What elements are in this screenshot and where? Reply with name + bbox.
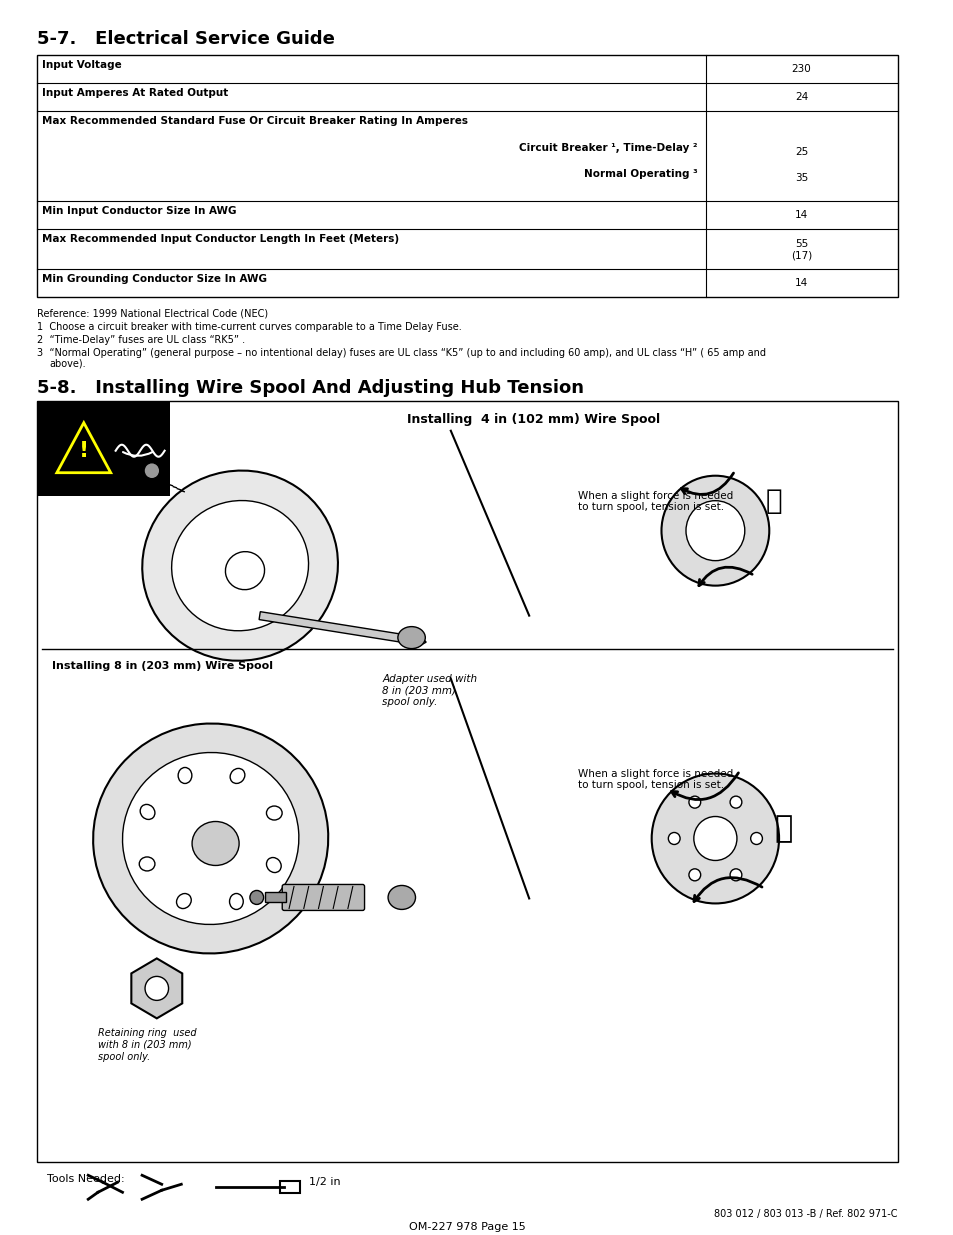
Circle shape <box>651 773 779 904</box>
Ellipse shape <box>176 894 191 909</box>
Text: ✋: ✋ <box>774 814 792 844</box>
Text: 35: 35 <box>794 173 807 183</box>
Ellipse shape <box>142 471 337 661</box>
Text: Min Input Conductor Size In AWG: Min Input Conductor Size In AWG <box>42 206 236 216</box>
Text: OM-227 978 Page 15: OM-227 978 Page 15 <box>409 1223 525 1233</box>
Text: 5-7.   Electrical Service Guide: 5-7. Electrical Service Guide <box>37 30 335 48</box>
Ellipse shape <box>225 552 264 589</box>
Ellipse shape <box>230 893 243 909</box>
Ellipse shape <box>139 857 154 871</box>
Text: Min Grounding Conductor Size In AWG: Min Grounding Conductor Size In AWG <box>42 274 267 284</box>
Circle shape <box>668 832 679 845</box>
Text: Input Amperes At Rated Output: Input Amperes At Rated Output <box>42 88 228 98</box>
Text: Circuit Breaker ¹, Time-Delay ²: Circuit Breaker ¹, Time-Delay ² <box>518 143 697 153</box>
Text: above).: above). <box>49 359 86 369</box>
Text: 24: 24 <box>794 91 807 103</box>
Text: Max Recommended Standard Fuse Or Circuit Breaker Rating In Amperes: Max Recommended Standard Fuse Or Circuit… <box>42 116 468 126</box>
Text: 1  Choose a circuit breaker with time-current curves comparable to a Time Delay : 1 Choose a circuit breaker with time-cur… <box>37 322 461 332</box>
Circle shape <box>660 475 768 585</box>
Text: 14: 14 <box>794 210 807 220</box>
Polygon shape <box>57 422 111 473</box>
Text: 1/2 in: 1/2 in <box>309 1177 340 1187</box>
Ellipse shape <box>93 724 328 953</box>
Ellipse shape <box>140 804 154 820</box>
Text: When a slight force is needed
to turn spool, tension is set.: When a slight force is needed to turn sp… <box>578 490 733 513</box>
Text: 5-8.   Installing Wire Spool And Adjusting Hub Tension: 5-8. Installing Wire Spool And Adjusting… <box>37 379 583 396</box>
Circle shape <box>688 797 700 808</box>
Text: 3  “Normal Operating” (general purpose – no intentional delay) fuses are UL clas: 3 “Normal Operating” (general purpose – … <box>37 348 765 358</box>
FancyArrow shape <box>259 611 426 648</box>
Circle shape <box>729 797 741 808</box>
Circle shape <box>729 869 741 881</box>
Text: !: ! <box>79 441 89 461</box>
Ellipse shape <box>172 500 308 631</box>
Text: Installing 8 in (203 mm) Wire Spool: Installing 8 in (203 mm) Wire Spool <box>51 661 273 671</box>
Text: 2  “Time-Delay” fuses are UL class “RK5” .: 2 “Time-Delay” fuses are UL class “RK5” … <box>37 335 245 345</box>
Text: 55: 55 <box>794 238 807 249</box>
Circle shape <box>688 869 700 881</box>
Text: Retaining ring  used
with 8 in (203 mm)
spool only.: Retaining ring used with 8 in (203 mm) s… <box>98 1029 196 1062</box>
Ellipse shape <box>397 626 425 648</box>
Text: 230: 230 <box>791 64 811 74</box>
Circle shape <box>144 463 159 479</box>
Text: 25: 25 <box>794 147 807 157</box>
FancyBboxPatch shape <box>282 884 364 910</box>
Bar <box>280 1181 299 1193</box>
Text: Adapter used with
8 in (203 mm)
spool only.: Adapter used with 8 in (203 mm) spool on… <box>382 673 476 706</box>
Ellipse shape <box>388 885 416 909</box>
Text: Input Voltage: Input Voltage <box>42 61 122 70</box>
Text: Max Recommended Input Conductor Length In Feet (Meters): Max Recommended Input Conductor Length I… <box>42 233 399 243</box>
Circle shape <box>750 832 761 845</box>
Ellipse shape <box>266 857 281 873</box>
Ellipse shape <box>122 752 298 925</box>
Text: Tools Needed:: Tools Needed: <box>47 1174 125 1184</box>
Text: Installing  4 in (102 mm) Wire Spool: Installing 4 in (102 mm) Wire Spool <box>407 412 659 426</box>
Bar <box>37 56 897 296</box>
Circle shape <box>693 816 736 861</box>
Bar <box>37 400 170 495</box>
Circle shape <box>145 977 169 1000</box>
Text: Reference: 1999 National Electrical Code (NEC): Reference: 1999 National Electrical Code… <box>37 309 268 319</box>
Text: 803 012 / 803 013 -B / Ref. 802 971-C: 803 012 / 803 013 -B / Ref. 802 971-C <box>714 1209 897 1219</box>
Ellipse shape <box>192 821 239 866</box>
Text: When a slight force is needed
to turn spool, tension is set.: When a slight force is needed to turn sp… <box>578 768 733 790</box>
Bar <box>264 893 286 903</box>
Ellipse shape <box>178 767 192 783</box>
Bar <box>37 400 897 1162</box>
Ellipse shape <box>266 806 282 820</box>
Text: (17): (17) <box>790 251 811 261</box>
Text: 14: 14 <box>794 278 807 288</box>
Text: Normal Operating ³: Normal Operating ³ <box>583 169 697 179</box>
Circle shape <box>250 890 263 904</box>
Text: ✋: ✋ <box>765 487 781 515</box>
Ellipse shape <box>230 768 245 783</box>
Circle shape <box>685 500 744 561</box>
